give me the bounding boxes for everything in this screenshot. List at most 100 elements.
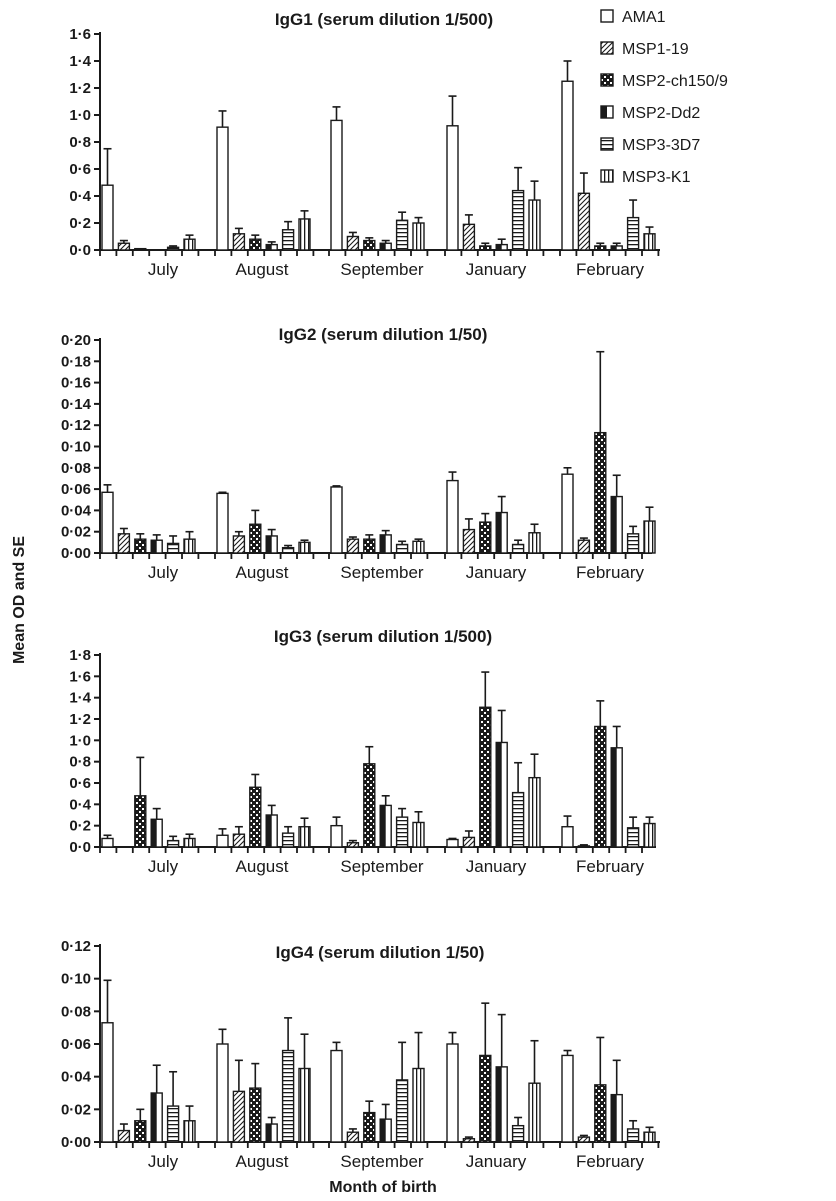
x-axis-title: Month of birth [329,1179,437,1196]
bar [298,218,311,251]
bar [479,521,492,554]
bar [183,837,196,848]
y-tick-label: 0·14 [61,396,92,413]
y-tick-label: 0·02 [61,1101,91,1118]
x-category-label: February [576,563,645,582]
panel-igg2: IgG2 (serum dilution 1/50) 0·00 0·02 0·04 0… [61,325,656,582]
panel-igg3: IgG3 (serum dilution 1/500) 0·0 0·2 0·4 0·6… [69,627,656,876]
bar [479,1054,492,1143]
legend-item: AMA1 [600,9,666,26]
bar [134,538,147,554]
legend-label: MSP3-3D7 [622,137,700,154]
y-tick-label: 1·6 [69,668,91,685]
bar [281,832,295,848]
bar [594,1084,607,1143]
bar-fill [151,1093,157,1142]
bar [363,538,376,554]
bar [281,1049,295,1143]
bar [363,1111,376,1143]
bar [577,845,591,848]
bar [561,473,574,554]
bar [134,1120,147,1143]
bar [216,492,229,554]
bar [412,222,425,251]
bar [395,543,409,554]
y-tick-label: 0·4 [69,188,91,205]
y-tick-label: 1·0 [69,732,91,749]
bar [346,1131,360,1143]
x-category-label: February [576,1152,645,1171]
bar-fill [496,244,502,250]
bar [216,834,229,848]
bar [643,520,656,554]
y-tick-label: 0·00 [61,545,91,562]
bar [166,246,180,251]
x-category-label: January [466,563,527,582]
x-category-label: August [236,1152,289,1171]
bar [249,523,262,554]
legend-label: MSP2-Dd2 [622,105,700,122]
legend-swatch [600,73,614,87]
bar [101,184,114,251]
y-tick-label: 0·8 [69,134,91,151]
bar [577,539,591,554]
bar [395,219,409,251]
bar [117,533,131,554]
legend-item: MSP1-19 [600,41,689,58]
y-tick-label: 1·2 [69,711,91,728]
bar [511,543,525,554]
bar [561,826,574,848]
x-category-label: January [466,857,527,876]
bar [446,838,459,848]
legend-item: MSP2-Dd2 [600,105,700,122]
bar [626,216,640,251]
bar [412,1067,425,1143]
bar [346,538,360,554]
bar [232,233,246,251]
bar [462,528,476,554]
legend-item: MSP2-ch150/9 [600,73,728,90]
bar [446,125,459,251]
bar [281,546,295,554]
y-tick-label: 0·4 [69,796,91,813]
bar [462,836,476,848]
bar-fill [611,245,617,250]
bar [395,1079,409,1143]
panel-title: IgG2 (serum dilution 1/50) [279,325,488,344]
y-tick-label: 0·20 [61,332,91,349]
bar [249,786,262,848]
bar [626,827,640,848]
bar [511,189,525,251]
bar [363,763,376,848]
bar [479,706,492,848]
bar [134,795,147,848]
x-category-label: September [340,857,423,876]
bar [346,235,360,251]
bar [561,1054,574,1143]
bar [216,126,229,251]
y-tick-label: 0·6 [69,775,91,792]
x-category-label: August [236,857,289,876]
x-category-label: September [340,563,423,582]
y-tick-label: 0·06 [61,481,91,498]
bar [330,119,343,251]
y-tick-label: 0·08 [61,1003,91,1020]
legend-label: MSP3-K1 [622,169,691,186]
legend-label: MSP1-19 [622,41,689,58]
bar [412,540,425,554]
x-category-label: July [148,260,179,279]
bar [166,542,180,554]
y-tick-label: 0·18 [61,353,91,370]
bar [166,839,180,848]
bar-fill [611,1094,617,1142]
bar-fill [380,805,386,847]
bar [134,247,147,251]
bar-fill [496,1066,502,1142]
y-tick-label: 0·10 [61,439,91,456]
x-category-label: August [236,260,289,279]
y-tick-label: 1·4 [69,53,91,70]
bar [446,1043,459,1143]
bar [183,538,196,554]
bar [166,1105,180,1143]
x-category-label: January [466,260,527,279]
